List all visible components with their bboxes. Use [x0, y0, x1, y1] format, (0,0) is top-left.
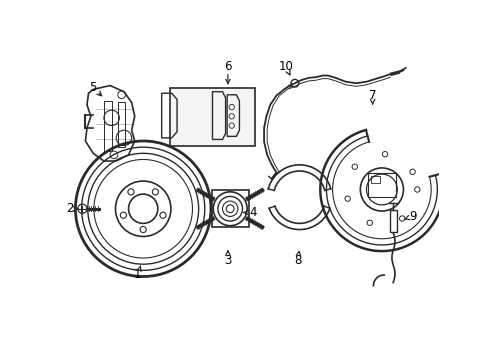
Text: 10: 10: [278, 60, 292, 73]
Text: 2: 2: [66, 202, 74, 215]
Bar: [170, 88, 254, 145]
Text: 6: 6: [224, 60, 231, 73]
Text: 4: 4: [249, 206, 257, 219]
Text: 5: 5: [89, 81, 97, 94]
Text: 8: 8: [294, 254, 301, 267]
Text: 1: 1: [134, 268, 141, 281]
Text: 7: 7: [368, 89, 376, 102]
Text: 9: 9: [408, 210, 416, 223]
Bar: [370, 176, 380, 183]
Bar: [389, 210, 396, 232]
Bar: [367, 172, 395, 197]
Text: 3: 3: [224, 254, 231, 267]
Bar: [211, 190, 248, 227]
